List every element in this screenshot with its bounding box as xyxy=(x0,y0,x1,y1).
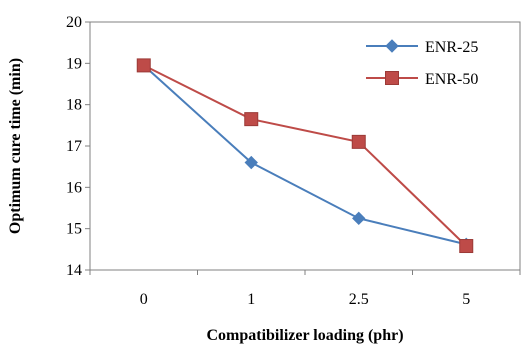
y-tick-label: 19 xyxy=(66,55,82,72)
y-tick-label: 20 xyxy=(66,14,82,31)
legend-label: ENR-50 xyxy=(425,71,478,88)
y-tick-label: 18 xyxy=(66,97,82,114)
legend: ENR-25 ENR-50 xyxy=(366,39,478,88)
data-point xyxy=(351,134,366,149)
x-tick-label: 1 xyxy=(247,291,255,308)
data-point xyxy=(459,239,474,254)
data-point xyxy=(244,112,259,127)
y-axis: 14 15 16 17 18 19 20 xyxy=(66,14,90,279)
legend-item: ENR-50 xyxy=(366,71,478,88)
legend-item: ENR-25 xyxy=(366,39,478,56)
legend-marker xyxy=(385,39,399,53)
series-layer xyxy=(136,58,474,254)
y-axis-title: Optimum cure time (min) xyxy=(7,58,24,234)
series-line xyxy=(143,64,467,247)
x-tick-label: 5 xyxy=(462,291,470,308)
plot-border xyxy=(89,21,521,271)
series-line xyxy=(143,64,467,246)
y-tick-label: 15 xyxy=(66,221,82,238)
x-axis-title: Compatibilizer loading (phr) xyxy=(206,327,403,344)
data-point xyxy=(244,155,258,170)
x-axis: 0 1 2.5 5 xyxy=(89,270,521,308)
legend-label: ENR-25 xyxy=(425,39,478,56)
y-tick-label: 14 xyxy=(66,262,82,279)
series-enr-50 xyxy=(136,58,474,254)
data-point xyxy=(136,58,151,73)
plot-area xyxy=(89,21,521,271)
x-tick-label: 0 xyxy=(140,291,148,308)
y-tick-label: 16 xyxy=(66,179,82,196)
legend-marker xyxy=(385,71,399,85)
data-point xyxy=(352,211,366,226)
x-tick-label: 2.5 xyxy=(349,291,369,308)
y-tick-label: 17 xyxy=(66,138,82,155)
